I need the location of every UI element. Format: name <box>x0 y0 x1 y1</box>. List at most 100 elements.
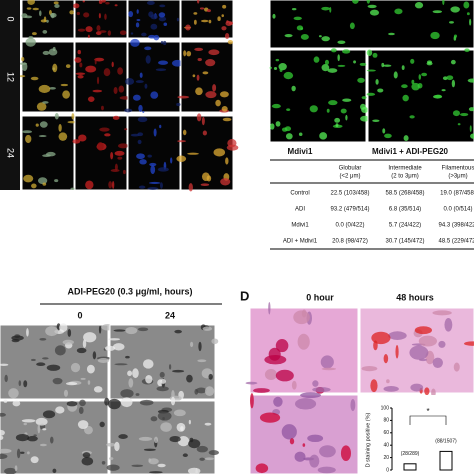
micrograph-detail <box>410 58 415 64</box>
micrograph-detail <box>117 156 123 160</box>
micrograph-detail <box>124 108 133 113</box>
table-header: Globular <box>339 166 362 172</box>
micrograph-detail <box>190 341 194 348</box>
y-tick-label: 60 <box>383 430 389 436</box>
micrograph-detail <box>168 364 172 370</box>
micrograph-detail <box>464 48 470 53</box>
micrograph-detail <box>171 59 183 67</box>
micrograph-detail <box>160 379 166 384</box>
micrograph-detail <box>83 12 90 18</box>
label-strip <box>0 0 20 190</box>
micrograph-detail <box>253 388 270 393</box>
micrograph-detail <box>25 37 36 47</box>
micrograph-detail <box>144 46 152 51</box>
micrograph-detail <box>35 123 39 127</box>
micrograph-detail <box>75 72 86 75</box>
y-axis-label: D staining positive (%) <box>365 412 371 467</box>
micrograph-detail <box>79 62 83 68</box>
micrograph-detail <box>77 28 86 32</box>
micrograph-detail <box>195 87 203 96</box>
micrograph-detail <box>50 12 57 18</box>
y-tick-label: 100 <box>381 405 390 411</box>
micrograph-detail <box>366 69 376 72</box>
micrograph-detail <box>45 151 56 157</box>
micrograph-detail <box>395 344 399 359</box>
micrograph-detail <box>150 23 158 30</box>
micrograph-detail <box>300 392 321 399</box>
micrograph-detail <box>60 83 69 87</box>
micrograph-detail <box>99 421 105 428</box>
micrograph-detail <box>294 451 306 462</box>
micrograph-detail <box>12 400 21 407</box>
y-tick-label: 40 <box>383 443 389 449</box>
micrograph-detail <box>193 19 197 25</box>
micrograph-detail <box>208 373 213 380</box>
micrograph-detail <box>410 383 424 392</box>
micrograph-detail <box>107 30 112 36</box>
micrograph-detail <box>434 94 442 98</box>
micrograph-detail <box>278 63 287 71</box>
micrograph-detail <box>432 10 443 14</box>
micrograph-detail <box>130 38 140 47</box>
micrograph-detail <box>157 411 172 421</box>
micrograph-detail <box>162 417 165 421</box>
micrograph-detail <box>110 169 120 172</box>
micrograph-detail <box>106 464 120 471</box>
micrograph-detail <box>42 428 47 431</box>
micrograph-detail <box>118 85 125 93</box>
micrograph-detail <box>444 318 453 332</box>
micrograph-detail <box>273 396 283 407</box>
micrograph-detail <box>204 386 215 397</box>
table-header: Filamentous <box>442 166 474 172</box>
micrograph-detail <box>273 66 278 70</box>
micrograph-detail <box>63 389 69 397</box>
micrograph-detail <box>177 95 190 99</box>
micrograph-detail <box>150 91 159 99</box>
micrograph-detail <box>135 22 140 28</box>
micrograph-detail <box>130 133 140 137</box>
micrograph-detail <box>82 339 87 348</box>
micrograph-detail <box>0 453 8 460</box>
table-cell: 30.7 (145/472) <box>385 239 424 245</box>
micrograph-detail <box>291 380 297 390</box>
micrograph-detail <box>451 79 456 88</box>
micrograph-detail <box>286 108 291 111</box>
micrograph-detail <box>403 135 409 142</box>
micrograph-detail <box>120 397 133 408</box>
micrograph-detail <box>453 362 460 372</box>
micrograph-detail <box>366 49 373 56</box>
micrograph-detail <box>39 443 47 447</box>
micrograph-detail <box>131 464 144 468</box>
micrograph-detail <box>135 80 144 84</box>
micrograph-detail <box>192 74 196 78</box>
micrograph-detail <box>81 457 94 466</box>
micrograph-detail <box>350 398 356 412</box>
micrograph-detail <box>430 31 440 40</box>
micrograph-detail <box>170 157 173 164</box>
significance: * <box>426 407 429 416</box>
micrograph-detail <box>153 128 157 137</box>
micrograph-detail <box>114 4 118 7</box>
micrograph-detail <box>176 155 187 162</box>
micrograph-detail <box>281 424 297 440</box>
micrograph-detail <box>340 108 347 114</box>
micrograph-detail <box>80 377 86 380</box>
micrograph-detail <box>46 364 61 371</box>
micrograph-detail <box>50 436 54 444</box>
micrograph-detail <box>30 456 39 464</box>
micrograph-detail <box>259 412 281 423</box>
micrograph-detail <box>432 310 452 316</box>
micrograph-detail <box>72 139 81 144</box>
micrograph-detail <box>39 338 47 341</box>
micrograph-detail <box>33 434 37 437</box>
micrograph-detail <box>321 367 337 371</box>
micrograph-detail <box>16 448 21 459</box>
micrograph-detail <box>309 454 320 468</box>
micrograph-detail <box>202 71 209 75</box>
micrograph-detail <box>409 115 415 119</box>
micrograph-detail <box>110 151 114 160</box>
micrograph-detail <box>394 8 403 15</box>
micrograph-detail <box>148 181 161 184</box>
micrograph-detail <box>73 3 80 9</box>
micrograph-detail <box>186 374 193 383</box>
